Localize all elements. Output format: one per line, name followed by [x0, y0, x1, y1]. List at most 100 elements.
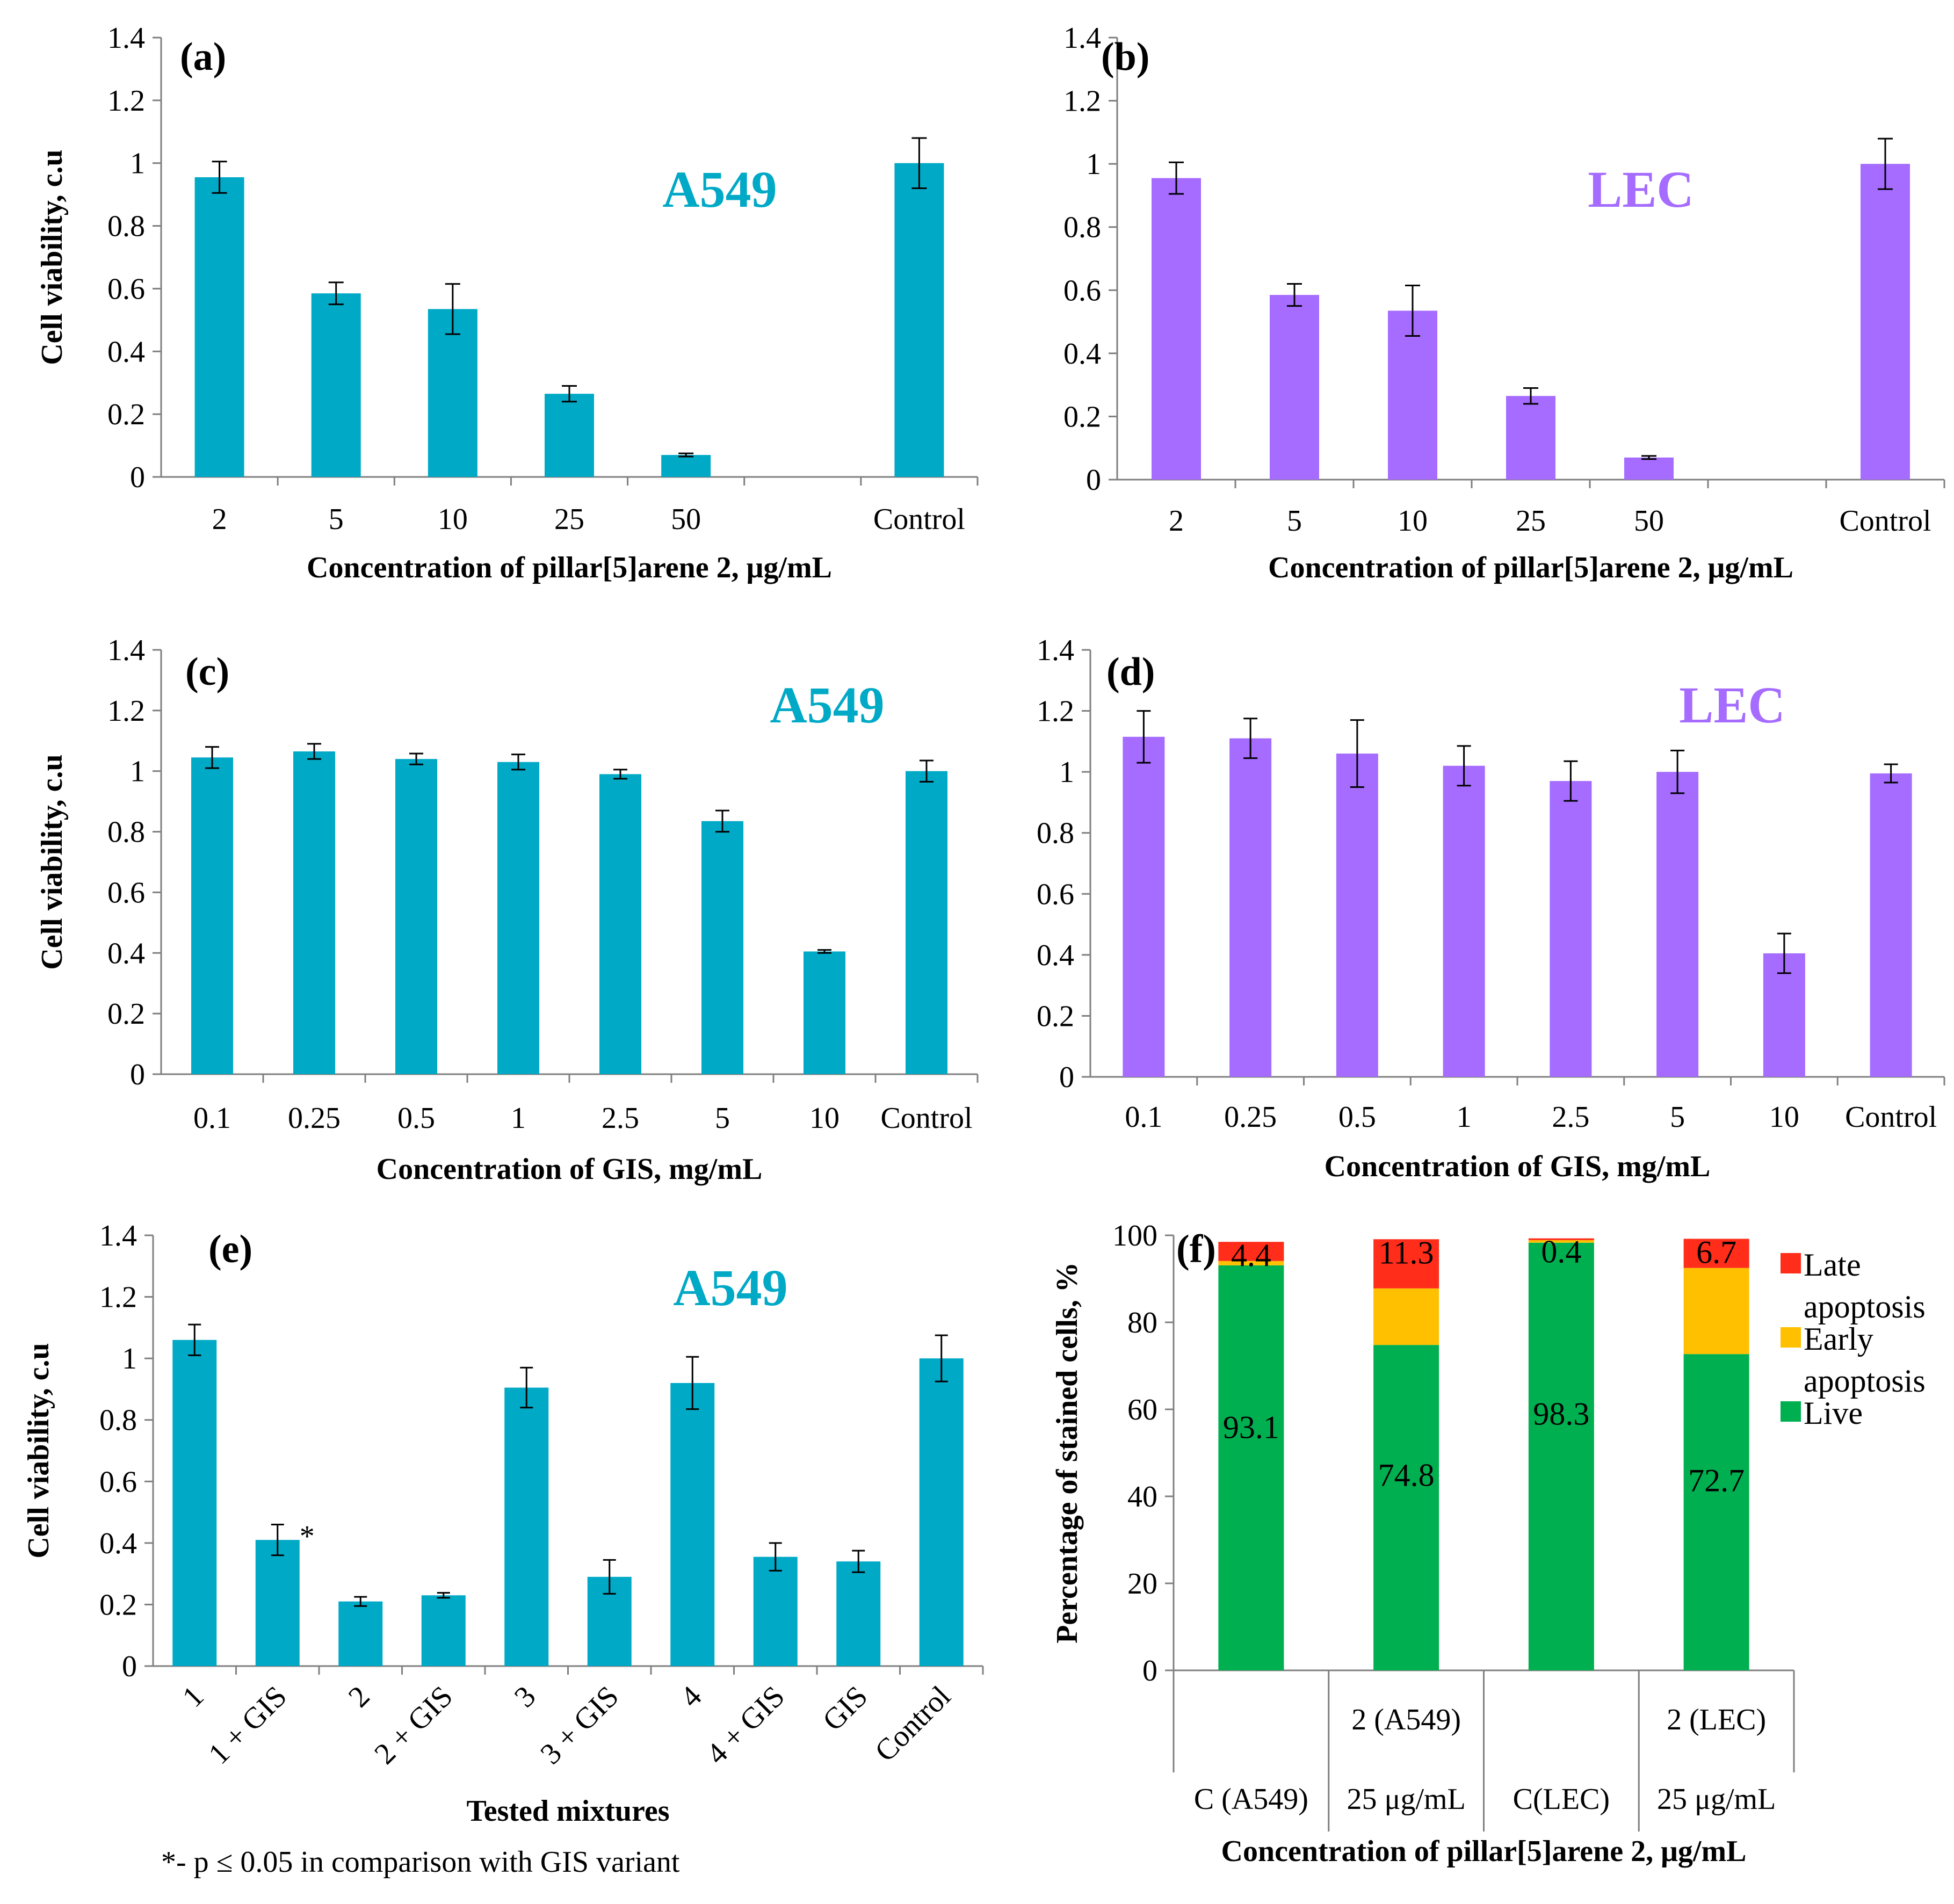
bar-e [504, 1387, 549, 1666]
y-tick-label-b: 1 [1086, 148, 1101, 181]
x-tick-label-e: 2 + GIS [368, 1679, 459, 1771]
bar-b [1270, 295, 1319, 480]
x-tick-label-d: Control [1845, 1101, 1937, 1134]
bar-b [1861, 164, 1910, 480]
bar-a [545, 394, 594, 477]
bar-d [1656, 772, 1699, 1077]
legend-label: apoptosis [1804, 1363, 1926, 1399]
bar-e [255, 1540, 300, 1666]
stacked-segment-late-apoptosis [1528, 1238, 1594, 1240]
bar-e [670, 1382, 715, 1666]
stacked-segment-live [1683, 1354, 1749, 1670]
cell-line-label-d: LEC [1679, 676, 1785, 734]
x-tick-label-e: Control [869, 1679, 957, 1768]
bar-d [1443, 765, 1485, 1077]
x-tick-label-e: 4 [674, 1679, 708, 1714]
y-tick-label-e: 0 [122, 1650, 137, 1683]
y-axis-title-e: Cell viability, c.u [22, 1343, 55, 1558]
y-tick-label-d: 0.8 [1037, 817, 1074, 850]
legend-label: Early [1804, 1321, 1873, 1357]
y-tick-label-c: 1 [130, 755, 145, 788]
x-tick-label-a: 2 [212, 503, 227, 536]
x-axis-title-e: Tested mixtures [467, 1794, 670, 1828]
x-tick-label-c: 2.5 [602, 1102, 639, 1135]
y-tick-label-b: 0.8 [1063, 211, 1101, 244]
bar-d [1229, 738, 1272, 1077]
bar-c [804, 951, 845, 1074]
x-category-label-f: 2 (A549) [1351, 1703, 1461, 1736]
x-tick-label-b: 50 [1634, 504, 1664, 538]
bar-d [1870, 773, 1912, 1077]
x-tick-label-b: 2 [1169, 504, 1184, 538]
y-tick-label-a: 1.4 [107, 21, 145, 55]
y-tick-label-b: 0.2 [1063, 400, 1101, 433]
y-tick-label-a: 0.6 [107, 272, 145, 306]
bar-d [1550, 781, 1592, 1077]
y-tick-label-e: 1.4 [99, 1219, 137, 1253]
y-tick-label-e: 1.2 [99, 1281, 137, 1314]
y-axis-title-a: Cell viability, c.u [35, 149, 69, 365]
y-tick-label-b: 0 [1086, 464, 1101, 497]
x-category-label-f: C (A549) [1194, 1783, 1308, 1816]
cell-line-label-a: A549 [662, 161, 777, 218]
y-tick-label-f: 60 [1127, 1393, 1157, 1427]
stacked-segment-late-apoptosis [1373, 1239, 1439, 1288]
legend-swatch [1781, 1327, 1801, 1348]
bar-b [1506, 396, 1555, 480]
y-tick-label-c: 0.8 [107, 816, 145, 849]
bar-c [906, 771, 947, 1074]
bar-c [599, 774, 641, 1074]
legend-label: apoptosis [1804, 1289, 1926, 1324]
bar-b [1388, 310, 1437, 480]
y-tick-label-d: 0.2 [1037, 1000, 1074, 1033]
panel-label-f: (f) [1176, 1227, 1216, 1271]
x-tick-label-e: GIS [816, 1679, 874, 1738]
segment-value-label: 74.8 [1378, 1457, 1435, 1493]
x-axis-title-c: Concentration of GIS, mg/mL [377, 1153, 763, 1186]
bar-c [293, 751, 335, 1074]
y-tick-label-b: 0.6 [1063, 274, 1101, 307]
x-tick-label-a: 50 [671, 503, 701, 536]
x-category-label-f: 25 μg/mL [1657, 1783, 1776, 1816]
panel-label-d: (d) [1106, 650, 1155, 694]
y-tick-label-d: 1 [1059, 756, 1074, 789]
x-tick-label-c: 0.5 [397, 1102, 435, 1135]
x-tick-label-d: 2.5 [1552, 1101, 1589, 1134]
y-axis-title-f: Percentage of stained cells, % [1051, 1262, 1084, 1644]
y-tick-label-f: 80 [1127, 1306, 1157, 1340]
y-tick-label-b: 0.4 [1063, 337, 1101, 371]
panel-label-e: (e) [208, 1227, 252, 1271]
y-tick-label-c: 1.4 [107, 634, 145, 667]
x-tick-label-e: 1 [176, 1679, 211, 1714]
stacked-segment-late-apoptosis [1683, 1239, 1749, 1268]
bar-b [1152, 178, 1201, 480]
x-tick-label-d: 0.1 [1125, 1101, 1162, 1134]
y-axis-title-c: Cell viability, c.u [35, 754, 69, 969]
segment-value-label: 4.4 [1231, 1237, 1271, 1273]
bar-c [497, 762, 539, 1074]
stacked-segment-live [1528, 1242, 1594, 1670]
y-tick-label-d: 0.6 [1037, 878, 1074, 911]
x-tick-label-a: 5 [329, 503, 344, 536]
bar-a [661, 455, 711, 477]
y-tick-label-e: 0.6 [99, 1465, 137, 1498]
y-tick-label-a: 1 [130, 147, 145, 180]
x-tick-label-e: 4 + GIS [700, 1679, 791, 1771]
x-tick-label-e: 3 + GIS [534, 1679, 625, 1771]
y-tick-label-c: 0 [130, 1058, 145, 1091]
cell-line-label-c: A549 [770, 676, 884, 734]
y-tick-label-f: 20 [1127, 1567, 1157, 1601]
legend-swatch [1781, 1401, 1801, 1422]
y-tick-label-e: 0.8 [99, 1404, 137, 1437]
y-tick-label-d: 0 [1059, 1061, 1074, 1094]
x-category-label-f: 2 (LEC) [1667, 1703, 1766, 1736]
bar-a [428, 309, 477, 477]
bar-a [194, 177, 244, 477]
y-tick-label-c: 0.2 [107, 997, 145, 1031]
stacked-segment-early-apoptosis [1528, 1240, 1594, 1243]
y-tick-label-e: 1 [122, 1342, 137, 1375]
x-category-label-f: C(LEC) [1513, 1783, 1610, 1816]
segment-value-label: 0.4 [1541, 1234, 1581, 1270]
x-tick-label-a: Control [873, 503, 965, 536]
